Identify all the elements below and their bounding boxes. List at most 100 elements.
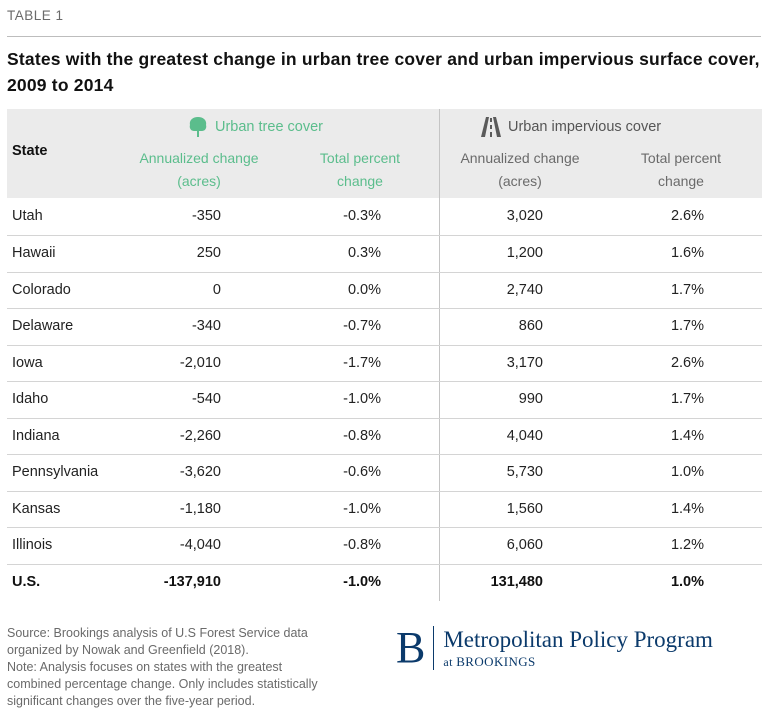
header-line: (acres) (498, 173, 542, 189)
program-name: Metropolitan Policy Program (443, 627, 713, 652)
tree-cover-group-header: Urban tree cover (188, 113, 323, 141)
table-row: Delaware -340 -0.7% 860 1.7% (7, 309, 762, 345)
table-row: Hawaii 250 0.3% 1,200 1.6% (7, 236, 762, 272)
top-rule (7, 36, 761, 37)
row-divider (7, 454, 762, 455)
tree-pct-cell: -0.7% (343, 318, 381, 334)
header-line: Total percent (640, 150, 722, 166)
imp-annual-cell: 990 (518, 391, 543, 407)
logo-letter: B (396, 623, 426, 672)
imp-annual-cell: 4,040 (506, 428, 543, 444)
state-cell: Delaware (12, 318, 74, 334)
tree-annual-cell: -2,010 (179, 355, 221, 371)
imp-pct-cell: 1.0% (670, 464, 704, 480)
imp-annual-cell: 5,730 (506, 464, 543, 480)
impervious-annualized-change-header: Annualized change (acres) (437, 147, 603, 193)
row-divider (7, 381, 762, 382)
tree-pct-cell: -0.6% (343, 464, 381, 480)
note-line: combined percentage change. Only include… (7, 677, 318, 691)
imp-pct-cell: 1.7% (670, 318, 704, 334)
imp-pct-cell: 1.7% (670, 282, 704, 298)
table-title: States with the greatest change in urban… (7, 49, 760, 95)
state-cell: Pennsylvania (12, 464, 99, 480)
note-line: Note: Analysis focuses on states with th… (7, 660, 283, 674)
header-line: Annualized change (139, 150, 259, 166)
header-line: Total percent (319, 150, 401, 166)
imp-pct-cell: 2.6% (670, 208, 704, 224)
note-line: significant changes over the five-year p… (7, 694, 256, 708)
tree-annual-cell: -540 (191, 391, 221, 407)
table-header (7, 109, 762, 198)
table-row: Pennsylvania -3,620 -0.6% 5,730 1.0% (7, 455, 762, 491)
row-divider (7, 564, 762, 565)
group-divider (439, 109, 440, 601)
row-divider (7, 235, 762, 236)
header-line: Annualized change (460, 150, 580, 166)
tree-pct-cell: 0.0% (347, 282, 381, 298)
state-cell: Kansas (12, 501, 61, 517)
state-cell: Indiana (12, 428, 60, 444)
source-line: organized by Nowak and Greenfield (2018)… (7, 643, 249, 657)
row-divider (7, 345, 762, 346)
imp-pct-cell: 1.2% (670, 537, 704, 553)
table-row: Indiana -2,260 -0.8% 4,040 1.4% (7, 419, 762, 455)
tree-annual-cell: 250 (196, 245, 221, 261)
tree-annual-cell: -2,260 (179, 428, 221, 444)
header-line: (acres) (177, 173, 221, 189)
imp-pct-cell: 1.4% (670, 428, 704, 444)
tree-pct-cell: -1.0% (343, 574, 381, 590)
state-cell: Idaho (12, 391, 49, 407)
tree-pct-cell: -1.0% (343, 501, 381, 517)
tree-percent-change-header: Total percent change (286, 147, 434, 193)
tree-pct-cell: -0.8% (343, 428, 381, 444)
impervious-percent-change-header: Total percent change (606, 147, 756, 193)
table-row: Illinois -4,040 -0.8% 6,060 1.2% (7, 528, 762, 564)
affiliation-at: at (443, 655, 457, 669)
imp-pct-cell: 2.6% (670, 355, 704, 371)
tree-annual-cell: -137,910 (163, 574, 221, 590)
imp-pct-cell: 1.7% (670, 391, 704, 407)
state-column-header: State (12, 143, 48, 159)
table-row: Idaho -540 -1.0% 990 1.7% (7, 382, 762, 418)
row-divider (7, 527, 762, 528)
tree-annual-cell: 0 (212, 282, 221, 298)
total-row: U.S. -137,910 -1.0% 131,480 1.0% (7, 565, 762, 601)
tree-annual-cell: -350 (191, 208, 221, 224)
imp-annual-cell: 1,200 (506, 245, 543, 261)
table-row: Utah -350 -0.3% 3,020 2.6% (7, 199, 762, 235)
tree-icon (189, 117, 207, 137)
tree-pct-cell: -1.0% (343, 391, 381, 407)
imp-annual-cell: 1,560 (506, 501, 543, 517)
row-divider (7, 308, 762, 309)
imp-pct-cell: 1.0% (670, 574, 704, 590)
imp-annual-cell: 6,060 (506, 537, 543, 553)
row-divider (7, 491, 762, 492)
imp-pct-cell: 1.4% (670, 501, 704, 517)
tree-annualized-change-header: Annualized change (acres) (116, 147, 282, 193)
tree-pct-cell: 0.3% (347, 245, 381, 261)
imp-annual-cell: 131,480 (490, 574, 543, 590)
table-row: Iowa -2,010 -1.7% 3,170 2.6% (7, 346, 762, 382)
imp-annual-cell: 3,170 (506, 355, 543, 371)
state-cell: Hawaii (12, 245, 56, 261)
tree-annual-cell: -4,040 (179, 537, 221, 553)
tree-cover-group-label: Urban tree cover (215, 119, 323, 135)
source-note: Source: Brookings analysis of U.S Forest… (7, 625, 387, 710)
state-cell: Utah (12, 208, 43, 224)
row-divider (7, 418, 762, 419)
tree-annual-cell: -3,620 (179, 464, 221, 480)
impervious-cover-group-header: Urban impervious cover (481, 113, 661, 141)
imp-pct-cell: 1.6% (670, 245, 704, 261)
tree-annual-cell: -1,180 (179, 501, 221, 517)
imp-annual-cell: 860 (518, 318, 543, 334)
table-row: Colorado 0 0.0% 2,740 1.7% (7, 273, 762, 309)
state-cell: Colorado (12, 282, 71, 298)
affiliation-org: BROOKINGS (456, 654, 536, 669)
road-icon (481, 117, 501, 137)
table-label: TABLE 1 (7, 8, 64, 23)
header-line: change (337, 173, 383, 189)
state-cell: U.S. (12, 574, 41, 590)
brookings-logo: B Metropolitan Policy Program at BROOKIN… (396, 626, 713, 670)
state-cell: Illinois (12, 537, 53, 553)
logo-divider (433, 626, 435, 670)
